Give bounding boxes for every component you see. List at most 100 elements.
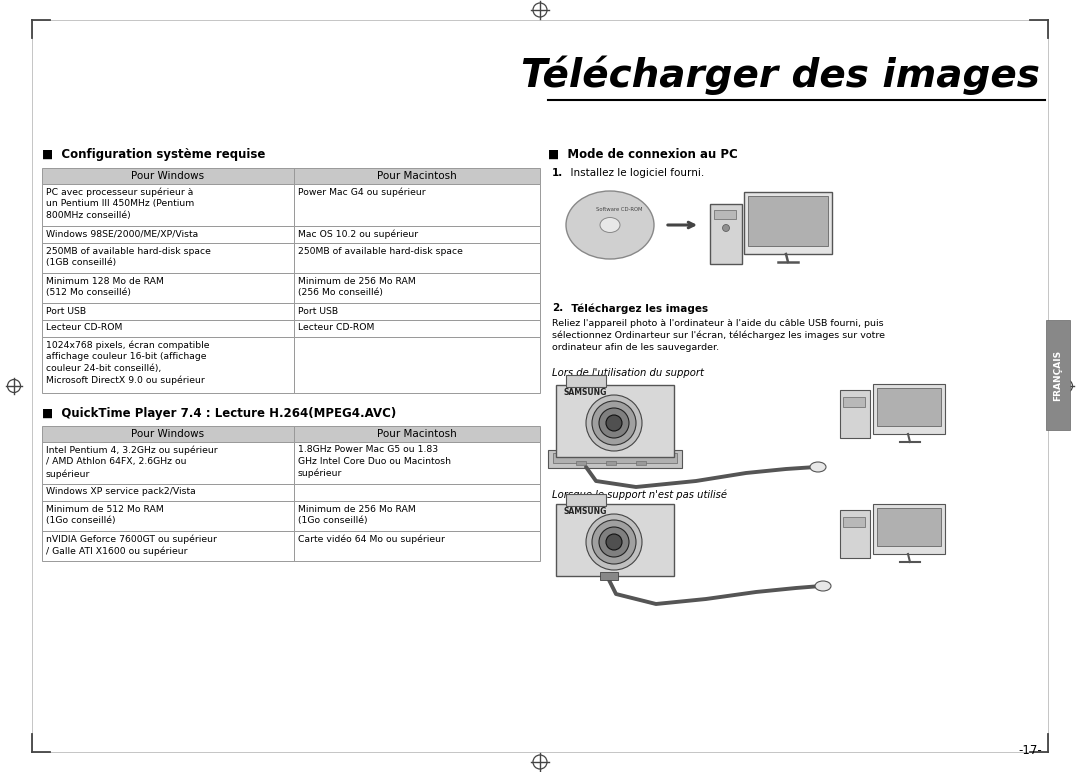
- Bar: [294, 226, 540, 243]
- Bar: [600, 572, 618, 580]
- Bar: [840, 510, 870, 558]
- Bar: [548, 450, 681, 468]
- Ellipse shape: [600, 218, 620, 232]
- Ellipse shape: [810, 462, 826, 472]
- Bar: [42, 243, 294, 273]
- Text: Power Mac G4 ou supérieur: Power Mac G4 ou supérieur: [298, 188, 426, 197]
- Text: 1024x768 pixels, écran compatible
affichage couleur 16-bit (affichage
couleur 24: 1024x768 pixels, écran compatible affich…: [46, 340, 210, 385]
- Text: Télécharger des images: Télécharger des images: [521, 56, 1039, 95]
- Bar: [42, 320, 294, 337]
- Text: 1.: 1.: [552, 168, 564, 178]
- Bar: [566, 375, 606, 387]
- Circle shape: [606, 415, 622, 431]
- Bar: [42, 184, 294, 226]
- Circle shape: [723, 225, 729, 232]
- Text: ■  Configuration système requise: ■ Configuration système requise: [42, 148, 266, 161]
- Text: SAMSUNG: SAMSUNG: [564, 388, 607, 397]
- Bar: [606, 461, 616, 465]
- Bar: [843, 517, 865, 527]
- Bar: [294, 442, 540, 484]
- Text: nVIDIA Geforce 7600GT ou supérieur
/ Galle ATI X1600 ou supérieur: nVIDIA Geforce 7600GT ou supérieur / Gal…: [46, 534, 217, 556]
- Text: Minimum de 256 Mo RAM
(1Go conseillé): Minimum de 256 Mo RAM (1Go conseillé): [298, 504, 416, 525]
- Bar: [42, 484, 294, 501]
- Text: Lors de l'utilisation du support: Lors de l'utilisation du support: [552, 368, 704, 378]
- Bar: [843, 397, 865, 407]
- Text: Minimum de 256 Mo RAM
(256 Mo conseillé): Minimum de 256 Mo RAM (256 Mo conseillé): [298, 276, 416, 297]
- Bar: [744, 192, 832, 254]
- Text: ■  Mode de connexion au PC: ■ Mode de connexion au PC: [548, 148, 738, 161]
- Bar: [748, 196, 828, 246]
- Text: 250MB of available hard-disk space
(1GB conseillé): 250MB of available hard-disk space (1GB …: [46, 246, 211, 267]
- Bar: [42, 501, 294, 531]
- Text: SAMSUNG: SAMSUNG: [564, 507, 607, 516]
- Bar: [294, 320, 540, 337]
- Circle shape: [599, 527, 629, 557]
- Bar: [42, 337, 294, 393]
- Text: PC avec processeur supérieur à
un Pentium III 450MHz (Pentium
800MHz conseillé): PC avec processeur supérieur à un Pentiu…: [46, 188, 194, 220]
- Bar: [553, 453, 677, 463]
- Bar: [840, 390, 870, 438]
- Bar: [714, 210, 735, 219]
- Circle shape: [586, 395, 642, 451]
- Bar: [294, 184, 540, 226]
- Bar: [556, 504, 674, 576]
- Text: Pour Windows: Pour Windows: [132, 171, 204, 181]
- Bar: [1047, 320, 1070, 430]
- Text: -17-: -17-: [1018, 744, 1042, 757]
- Text: Intel Pentium 4, 3.2GHz ou supérieur
/ AMD Athlon 64FX, 2.6GHz ou
supérieur: Intel Pentium 4, 3.2GHz ou supérieur / A…: [46, 445, 218, 479]
- Bar: [566, 494, 606, 506]
- Bar: [294, 337, 540, 393]
- Bar: [42, 426, 294, 442]
- Ellipse shape: [815, 581, 831, 591]
- Bar: [42, 226, 294, 243]
- Bar: [294, 273, 540, 303]
- Bar: [873, 384, 945, 434]
- Bar: [877, 388, 941, 426]
- Bar: [636, 461, 646, 465]
- Bar: [873, 504, 945, 554]
- Text: 1.8GHz Power Mac G5 ou 1.83
GHz Intel Core Duo ou Macintosh
supérieur: 1.8GHz Power Mac G5 ou 1.83 GHz Intel Co…: [298, 445, 451, 478]
- Bar: [294, 501, 540, 531]
- Text: 250MB of available hard-disk space: 250MB of available hard-disk space: [298, 246, 463, 256]
- Circle shape: [606, 534, 622, 550]
- Text: Minimum 128 Mo de RAM
(512 Mo conseillé): Minimum 128 Mo de RAM (512 Mo conseillé): [46, 276, 164, 297]
- Text: Téléchargez les images: Téléchargez les images: [564, 303, 708, 313]
- Bar: [710, 204, 742, 264]
- Bar: [42, 168, 294, 184]
- Text: Mac OS 10.2 ou supérieur: Mac OS 10.2 ou supérieur: [298, 229, 418, 239]
- Text: ■  QuickTime Player 7.4 : Lecture H.264(MPEG4.AVC): ■ QuickTime Player 7.4 : Lecture H.264(M…: [42, 407, 396, 420]
- Bar: [877, 508, 941, 546]
- Text: Installez le logiciel fourni.: Installez le logiciel fourni.: [564, 168, 704, 178]
- Text: Lecteur CD-ROM: Lecteur CD-ROM: [46, 323, 122, 333]
- Text: Port USB: Port USB: [46, 306, 86, 316]
- Bar: [294, 303, 540, 320]
- Bar: [42, 442, 294, 484]
- Bar: [294, 243, 540, 273]
- Text: Pour Macintosh: Pour Macintosh: [377, 429, 457, 439]
- Text: Lorsque le support n'est pas utilisé: Lorsque le support n'est pas utilisé: [552, 490, 727, 500]
- Bar: [42, 303, 294, 320]
- Text: Carte vidéo 64 Mo ou supérieur: Carte vidéo 64 Mo ou supérieur: [298, 534, 445, 544]
- Circle shape: [592, 520, 636, 564]
- Bar: [294, 426, 540, 442]
- Bar: [294, 168, 540, 184]
- Bar: [42, 531, 294, 561]
- Text: Pour Macintosh: Pour Macintosh: [377, 171, 457, 181]
- Text: Lecteur CD-ROM: Lecteur CD-ROM: [298, 323, 375, 333]
- Text: Windows XP service pack2/Vista: Windows XP service pack2/Vista: [46, 487, 195, 496]
- Bar: [556, 385, 674, 457]
- Text: Reliez l'appareil photo à l'ordinateur à l'aide du câble USB fourni, puis
sélect: Reliez l'appareil photo à l'ordinateur à…: [552, 319, 885, 352]
- Text: 2.: 2.: [552, 303, 564, 313]
- Text: FRANÇAIS: FRANÇAIS: [1053, 350, 1063, 401]
- Text: Minimum de 512 Mo RAM
(1Go conseillé): Minimum de 512 Mo RAM (1Go conseillé): [46, 504, 164, 525]
- Bar: [576, 461, 586, 465]
- Text: Windows 98SE/2000/ME/XP/Vista: Windows 98SE/2000/ME/XP/Vista: [46, 229, 199, 239]
- Circle shape: [592, 401, 636, 445]
- Bar: [42, 273, 294, 303]
- Ellipse shape: [566, 191, 654, 259]
- Text: Pour Windows: Pour Windows: [132, 429, 204, 439]
- Text: Software CD-ROM: Software CD-ROM: [596, 207, 643, 212]
- Circle shape: [599, 408, 629, 438]
- Bar: [294, 484, 540, 501]
- Bar: [294, 531, 540, 561]
